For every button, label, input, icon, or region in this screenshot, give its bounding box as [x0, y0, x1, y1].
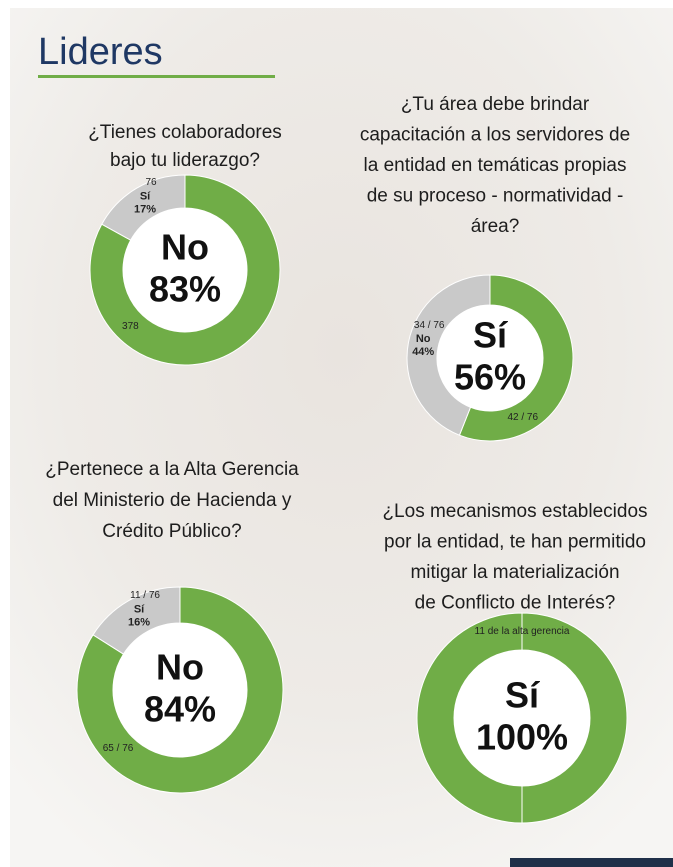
count-label: 65 / 76 — [103, 743, 134, 754]
center-value: 84% — [144, 689, 216, 730]
question: capacitación a los servidores de — [360, 125, 630, 146]
donut-slice — [458, 274, 574, 442]
slice-value: 44% — [412, 346, 434, 358]
center-value: 100% — [476, 717, 568, 758]
question: bajo tu liderazgo? — [110, 150, 260, 171]
donut-slice — [416, 612, 628, 824]
title-underline — [38, 75, 275, 78]
slice-category: Sí — [134, 603, 145, 615]
question: ¿Pertenece a la Alta Gerencia — [45, 459, 299, 480]
donut-hole — [437, 305, 543, 411]
center-category: Sí — [505, 675, 540, 716]
question: área? — [471, 216, 520, 237]
donut-slice — [89, 174, 281, 366]
center-value: 83% — [149, 269, 221, 310]
count-label: 34 / 76 — [414, 320, 445, 331]
count-label: 11 / 76 — [130, 590, 160, 601]
donut-slice — [406, 274, 491, 436]
count-label: 42 / 76 — [507, 412, 538, 423]
question: de su proceso - normatividad - — [367, 186, 624, 207]
question: la entidad en temáticas propias — [364, 155, 627, 176]
count-label: 76 — [145, 177, 157, 188]
donut-slice — [76, 586, 284, 794]
question: de Conflicto de Interés? — [415, 593, 616, 614]
slide-title: Lideres — [38, 31, 163, 73]
donut-hole — [454, 650, 590, 786]
center-category: No — [156, 647, 204, 688]
question: del Ministerio de Hacienda y — [53, 490, 292, 511]
slice-category: Sí — [140, 190, 151, 202]
slice-value: 17% — [134, 203, 156, 215]
donut-hole — [113, 623, 247, 757]
center-value: 56% — [454, 357, 526, 398]
question: Crédito Público? — [102, 521, 241, 542]
count-label: 378 — [122, 321, 139, 332]
question: por la entidad, te han permitido — [384, 532, 646, 553]
question: ¿Tu área debe brindar — [401, 94, 590, 115]
footer-bar — [510, 858, 673, 867]
question: ¿Los mecanismos establecidos — [382, 501, 647, 522]
slice-value: 16% — [128, 616, 150, 628]
slice-category: No — [416, 333, 431, 345]
donut-hole — [123, 208, 247, 332]
question: ¿Tienes colaboradores — [88, 122, 282, 143]
center-category: Sí — [473, 315, 508, 356]
center-category: No — [161, 227, 209, 268]
count-label: 11 de la alta gerencia — [475, 626, 570, 637]
donut-slice — [92, 586, 181, 655]
question: mitigar la materialización — [410, 562, 619, 583]
donut-slice — [101, 174, 186, 241]
